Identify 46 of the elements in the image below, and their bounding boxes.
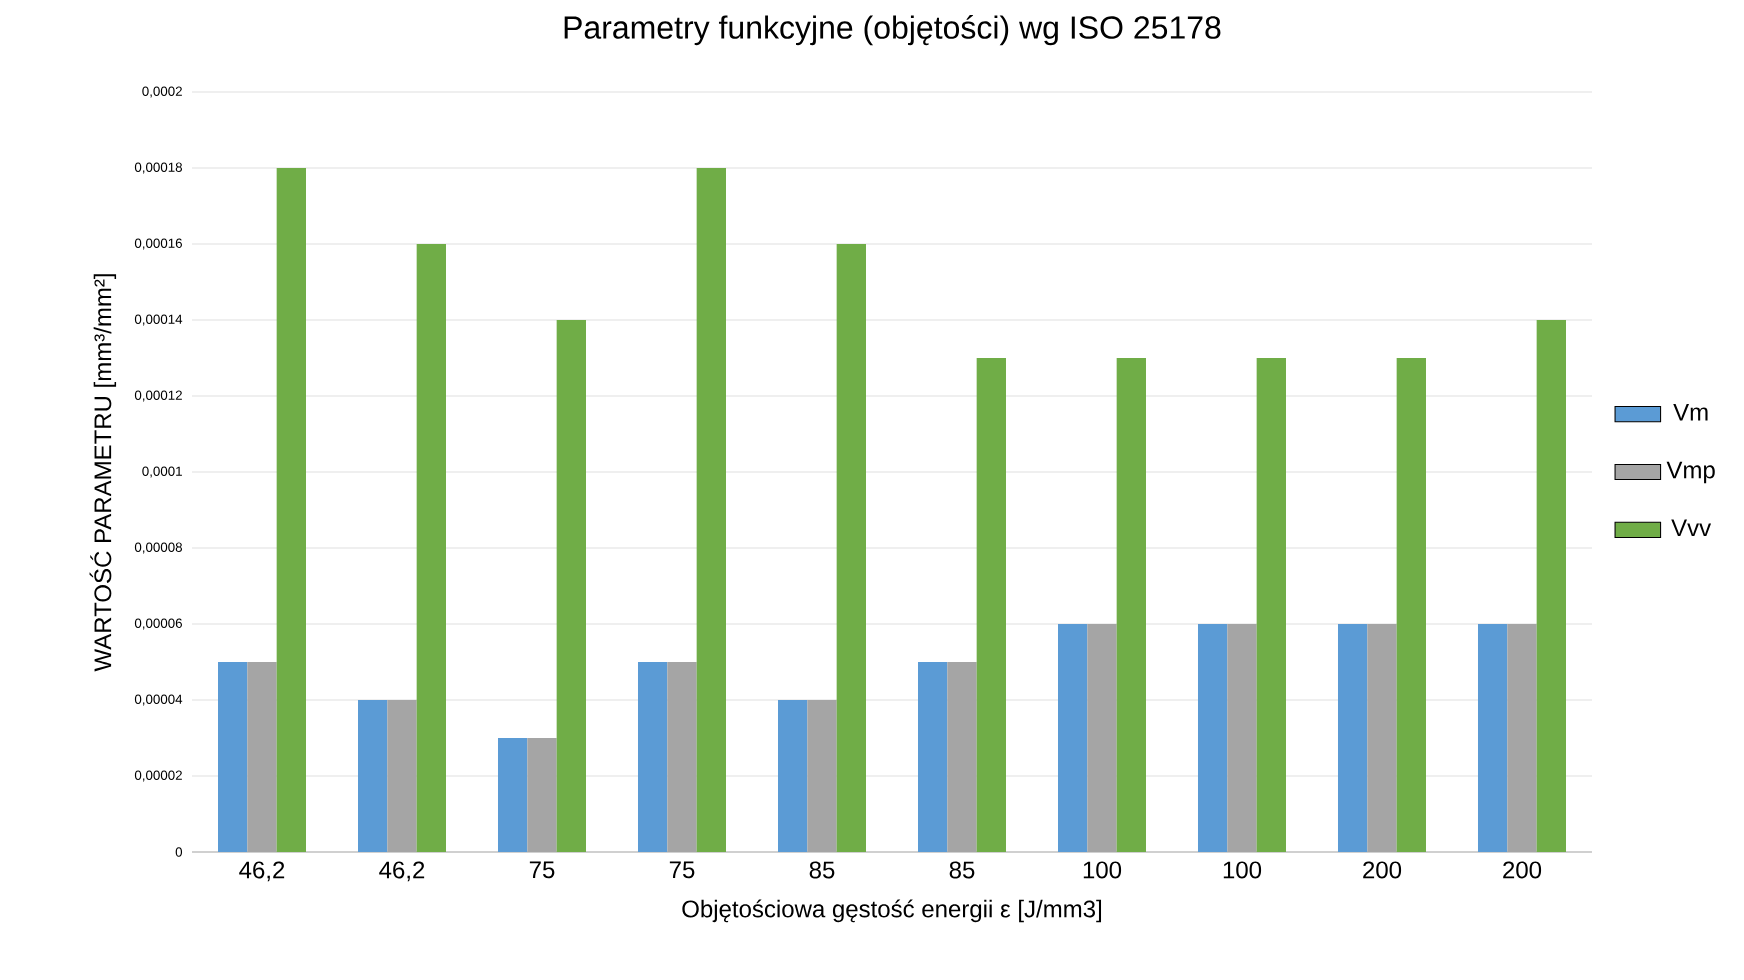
x-tick-label: 46,2 bbox=[379, 861, 425, 882]
x-tick-label: 46,2 bbox=[239, 861, 285, 882]
x-axis-title: Objętościowa gęstość energii ε [J/mm3] bbox=[682, 899, 1102, 923]
bar bbox=[276, 168, 306, 852]
bar bbox=[416, 244, 446, 852]
x-tick-label: 200 bbox=[1503, 861, 1542, 879]
bar bbox=[556, 320, 586, 852]
legend-label: Vmp bbox=[1666, 461, 1715, 484]
bar bbox=[638, 662, 668, 852]
bar bbox=[778, 700, 808, 852]
x-tick-label: 75 bbox=[529, 861, 555, 879]
bar bbox=[807, 700, 837, 852]
bar bbox=[527, 738, 557, 852]
bar bbox=[836, 244, 866, 852]
bar bbox=[1337, 624, 1368, 852]
x-tick-label: 100 bbox=[1223, 861, 1262, 879]
bar bbox=[247, 662, 277, 852]
x-tick-label: 100 bbox=[1083, 861, 1122, 879]
bar bbox=[1396, 358, 1426, 852]
bar bbox=[947, 662, 977, 852]
legend-label: Vm bbox=[1673, 403, 1708, 421]
x-tick-label: 75 bbox=[669, 861, 695, 879]
legend-label: Vvv bbox=[1671, 519, 1712, 537]
x-tick-label: 85 bbox=[809, 861, 835, 879]
bar bbox=[667, 662, 697, 852]
bar bbox=[918, 662, 948, 852]
bar bbox=[696, 168, 726, 852]
bar bbox=[1197, 624, 1228, 852]
bar bbox=[1536, 320, 1566, 852]
bar bbox=[1116, 358, 1146, 852]
bar bbox=[1058, 624, 1088, 852]
y-axis-title: WARTOŚĆ PARAMETRU [mm³/mm²] bbox=[89, 274, 117, 672]
chart-title: Parametry funkcyjne (objętości) wg ISO 25178 bbox=[564, 15, 1221, 46]
bar bbox=[1227, 624, 1257, 852]
bar bbox=[358, 700, 388, 852]
x-tick-label: 85 bbox=[949, 861, 975, 879]
bar bbox=[387, 700, 417, 852]
bar bbox=[1507, 624, 1537, 852]
bar bbox=[976, 358, 1006, 852]
bar bbox=[218, 662, 248, 852]
x-tick-label: 200 bbox=[1363, 861, 1402, 879]
bar bbox=[1256, 358, 1286, 852]
bar bbox=[1367, 624, 1397, 852]
bar bbox=[1087, 624, 1117, 852]
bar bbox=[1477, 624, 1508, 852]
bar bbox=[497, 738, 528, 852]
